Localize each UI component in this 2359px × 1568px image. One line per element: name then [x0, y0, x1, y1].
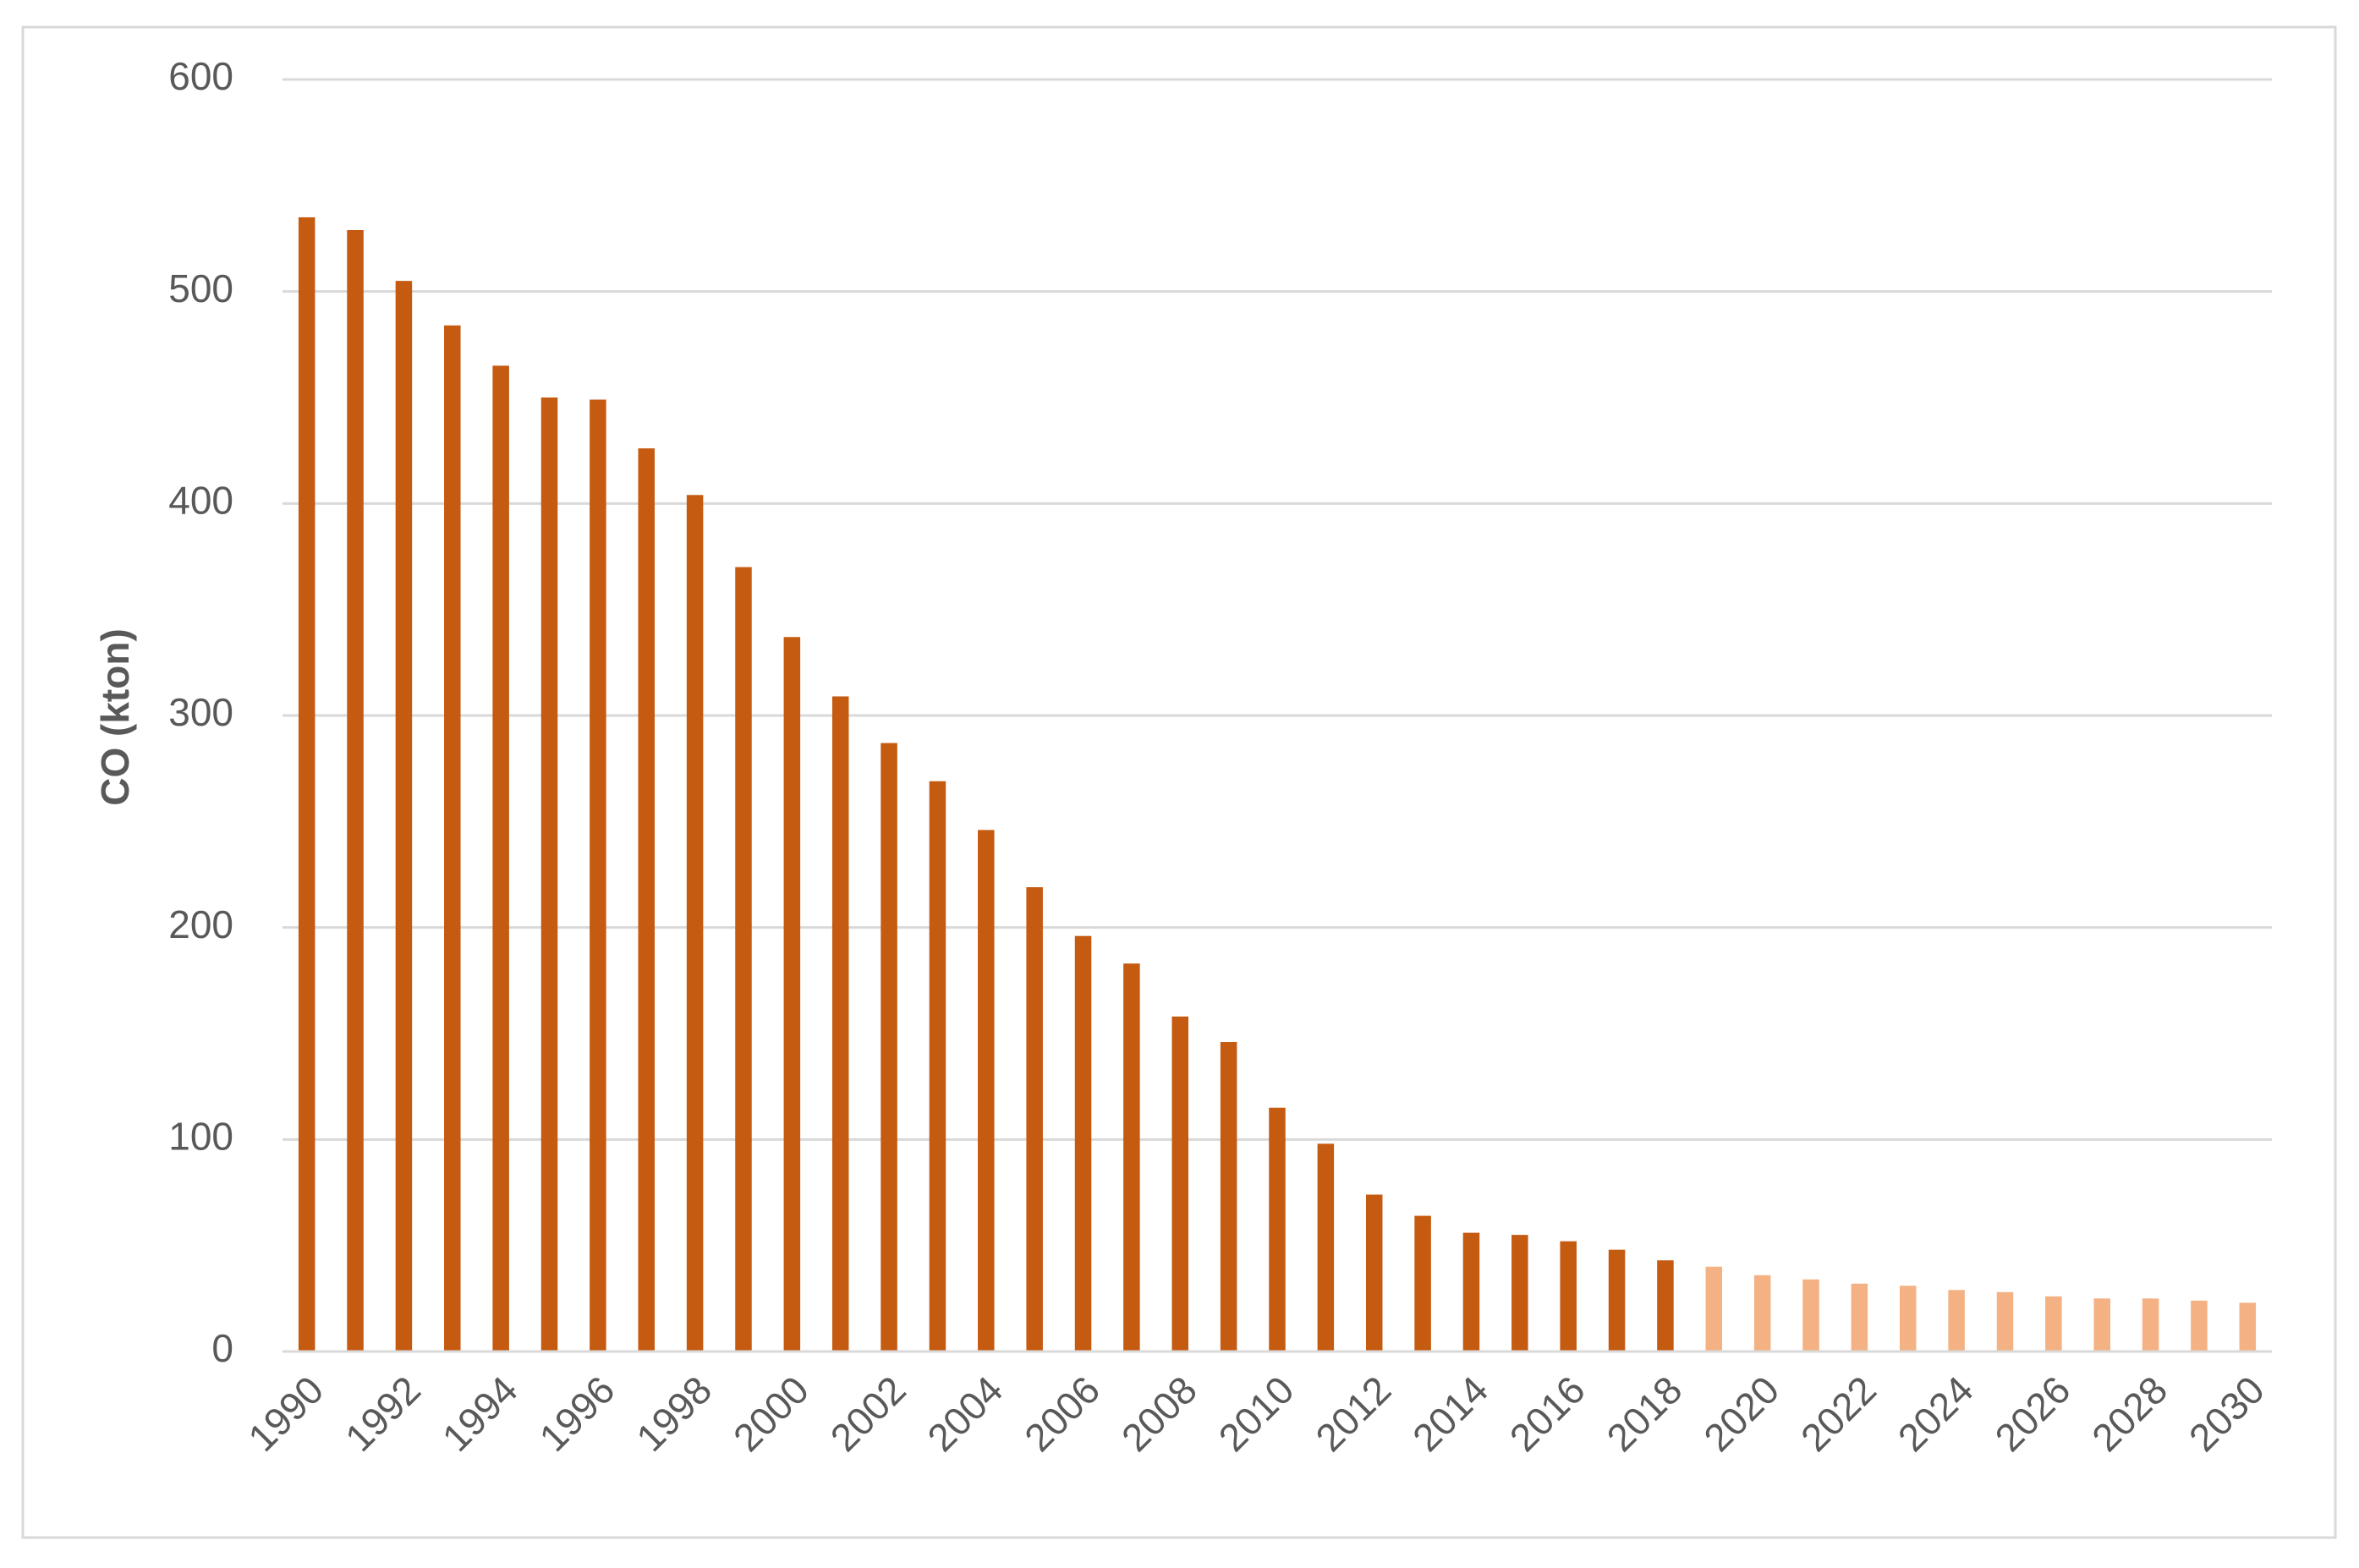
y-axis-title: CO (kton) — [93, 628, 137, 806]
bar — [1365, 1194, 1383, 1351]
bar — [1171, 1016, 1189, 1351]
bar — [1026, 887, 1043, 1351]
bar — [1996, 1291, 2014, 1351]
y-tick-label: 500 — [168, 266, 233, 310]
bar — [735, 567, 752, 1351]
y-tick-label: 0 — [211, 1326, 233, 1370]
bar — [1414, 1215, 1431, 1351]
bar — [978, 830, 995, 1351]
bar — [1123, 963, 1140, 1351]
bar — [1074, 935, 1092, 1351]
bar — [783, 637, 801, 1351]
bar — [638, 448, 655, 1352]
bar — [1657, 1260, 1674, 1351]
bar — [686, 495, 704, 1351]
bar — [1220, 1042, 1237, 1351]
bar — [1705, 1266, 1723, 1351]
bar — [2191, 1300, 2208, 1351]
bar — [1317, 1143, 1335, 1351]
bar — [1608, 1249, 1626, 1351]
bar — [1802, 1279, 1819, 1351]
y-tick-label: 300 — [168, 690, 233, 734]
bar — [2045, 1296, 2062, 1351]
bar — [444, 325, 461, 1352]
y-tick-label: 600 — [168, 54, 233, 98]
bar — [1511, 1235, 1528, 1351]
bar — [590, 399, 606, 1352]
bar — [347, 229, 364, 1351]
bar — [2142, 1298, 2159, 1351]
bar — [1462, 1232, 1480, 1351]
y-tick-label: 200 — [168, 902, 233, 946]
bar — [1269, 1107, 1286, 1351]
bar — [395, 281, 413, 1352]
bar — [540, 397, 558, 1351]
y-tick-label: 100 — [168, 1114, 233, 1158]
bar — [1560, 1241, 1577, 1351]
bar — [1948, 1290, 1965, 1351]
bar — [831, 696, 849, 1351]
bar — [2239, 1302, 2257, 1351]
bar — [2093, 1298, 2110, 1351]
bar — [1900, 1286, 1917, 1351]
bar — [929, 781, 946, 1351]
bar — [492, 365, 509, 1351]
bar — [1851, 1283, 1868, 1351]
y-tick-label: 400 — [168, 478, 233, 522]
bar — [298, 217, 315, 1351]
bar — [881, 743, 897, 1351]
bar — [1753, 1275, 1771, 1351]
